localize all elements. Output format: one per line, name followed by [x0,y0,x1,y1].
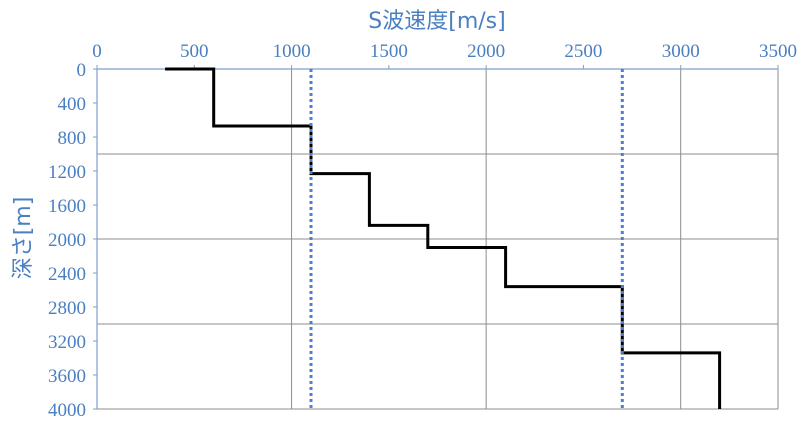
y-axis-title: 深さ[m] [11,197,36,280]
x-tick-label-2000: 2000 [467,41,505,62]
velocity-profile-line-0 [165,67,722,409]
x-tick-label-1000: 1000 [273,41,311,62]
y-tick-label-1200: 1200 [48,162,86,183]
axis-layer [93,65,779,410]
y-tick-label-4000: 4000 [48,400,86,421]
x-tick-label-0: 0 [92,41,102,62]
y-tick-label-2800: 2800 [48,298,86,319]
y-tick-label-1600: 1600 [48,196,86,217]
x-tick-label-3500: 3500 [759,41,797,62]
y-tick-label-800: 800 [58,128,87,149]
y-tick-label-0: 0 [77,60,87,81]
label-layer: 0 500 1000 1500 2000 2500 3000 3500 0 400 800 1200 1… [48,41,797,421]
y-tick-label-3600: 3600 [48,366,86,387]
x-tick-label-500: 500 [180,41,209,62]
series-layer [165,67,722,409]
y-tick-label-2000: 2000 [48,230,86,251]
x-tick-label-2500: 2500 [564,41,602,62]
grid-layer [97,69,779,410]
x-axis-title: S波速度[m/s] [368,9,505,34]
x-tick-label-3000: 3000 [662,41,700,62]
y-tick-label-3200: 3200 [48,332,86,353]
y-tick-label-400: 400 [58,94,87,115]
y-tick-label-2400: 2400 [48,264,86,285]
x-tick-label-1500: 1500 [370,41,408,62]
